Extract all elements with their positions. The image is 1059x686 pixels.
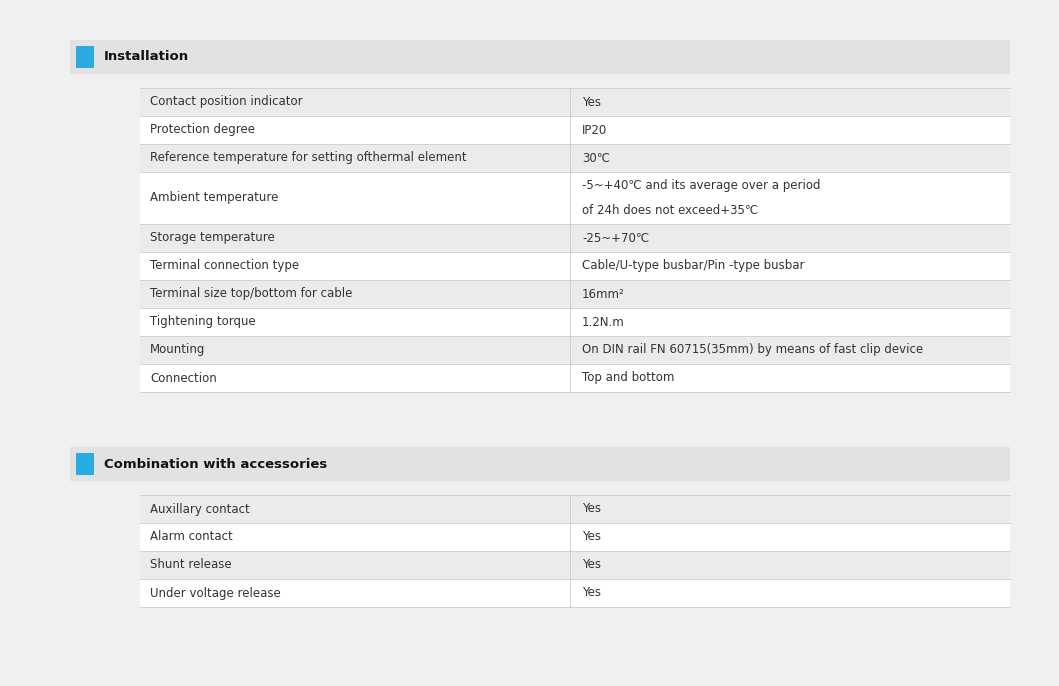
Bar <box>76 453 94 475</box>
Text: Mounting: Mounting <box>150 344 205 357</box>
Text: Under voltage release: Under voltage release <box>150 587 281 600</box>
Bar <box>140 523 1010 551</box>
Bar <box>140 252 1010 280</box>
Text: Contact position indicator: Contact position indicator <box>150 95 303 108</box>
Text: Yes: Yes <box>582 503 602 515</box>
Text: Storage temperature: Storage temperature <box>150 231 274 244</box>
Bar <box>140 336 1010 364</box>
Bar <box>140 364 1010 392</box>
Text: Cable/U-type busbar/Pin -type busbar: Cable/U-type busbar/Pin -type busbar <box>582 259 805 272</box>
Text: Tightening torque: Tightening torque <box>150 316 256 329</box>
Text: Auxillary contact: Auxillary contact <box>150 503 250 515</box>
Bar <box>140 495 1010 523</box>
Text: Yes: Yes <box>582 530 602 543</box>
Bar <box>140 116 1010 144</box>
Bar <box>140 308 1010 336</box>
Bar <box>140 579 1010 607</box>
Text: Reference temperature for setting ofthermal element: Reference temperature for setting ofther… <box>150 152 467 165</box>
Text: 30℃: 30℃ <box>582 152 610 165</box>
Text: Alarm contact: Alarm contact <box>150 530 233 543</box>
Text: -5~+40℃ and its average over a period: -5~+40℃ and its average over a period <box>582 178 821 191</box>
Text: Top and bottom: Top and bottom <box>582 372 675 384</box>
Bar <box>140 88 1010 116</box>
Bar <box>76 46 94 68</box>
Bar <box>140 224 1010 252</box>
Text: Yes: Yes <box>582 587 602 600</box>
Text: Yes: Yes <box>582 95 602 108</box>
Text: 16mm²: 16mm² <box>582 287 625 300</box>
Text: Protection degree: Protection degree <box>150 123 255 137</box>
Text: Installation: Installation <box>104 51 190 64</box>
Text: of 24h does not exceed+35℃: of 24h does not exceed+35℃ <box>582 204 758 217</box>
Bar <box>140 280 1010 308</box>
Text: -25~+70℃: -25~+70℃ <box>582 231 649 244</box>
Text: Terminal connection type: Terminal connection type <box>150 259 299 272</box>
Text: Shunt release: Shunt release <box>150 558 232 571</box>
Text: Terminal size top/bottom for cable: Terminal size top/bottom for cable <box>150 287 353 300</box>
Text: Ambient temperature: Ambient temperature <box>150 191 279 204</box>
Bar <box>140 144 1010 172</box>
Bar <box>140 172 1010 224</box>
Text: 1.2N.m: 1.2N.m <box>582 316 625 329</box>
Text: Connection: Connection <box>150 372 217 384</box>
Bar <box>70 40 1010 74</box>
Text: Yes: Yes <box>582 558 602 571</box>
Bar <box>140 551 1010 579</box>
Text: On DIN rail FN 60715(35mm) by means of fast clip device: On DIN rail FN 60715(35mm) by means of f… <box>582 344 923 357</box>
Text: Combination with accessories: Combination with accessories <box>104 458 327 471</box>
Bar <box>70 447 1010 481</box>
Text: IP20: IP20 <box>582 123 607 137</box>
